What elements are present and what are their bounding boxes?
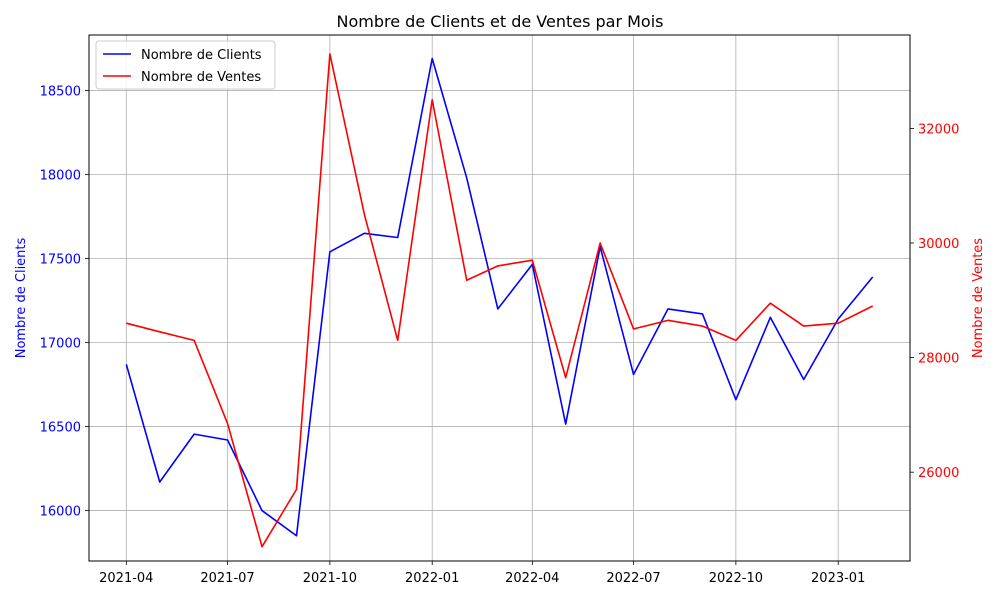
x-tick-label: 2021-07 xyxy=(200,571,254,586)
y-tick-label-left: 17000 xyxy=(40,337,81,352)
y-tick-label-right: 28000 xyxy=(918,352,959,367)
y-tick-label-left: 18000 xyxy=(40,168,81,183)
y-tick-label-left: 16500 xyxy=(40,421,81,436)
x-tick-label: 2023-01 xyxy=(811,571,865,586)
x-tick-label: 2021-10 xyxy=(303,571,357,586)
y-axis-label-right: Nombre de Ventes xyxy=(971,238,986,358)
legend-box xyxy=(95,40,276,90)
plot-frame xyxy=(88,34,911,562)
x-tick-label: 2021-04 xyxy=(99,571,153,586)
legend-label-ventes: Nombre de Ventes xyxy=(141,70,261,85)
series-line-ventes xyxy=(126,53,874,548)
x-tick-label: 2022-01 xyxy=(405,571,459,586)
x-tick-label: 2022-07 xyxy=(606,571,660,586)
grid xyxy=(89,35,910,561)
y-tick-label-left: 16000 xyxy=(40,505,81,520)
y-tick-label-left: 18500 xyxy=(40,84,81,99)
legend: Nombre de Clients Nombre de Ventes xyxy=(95,40,276,90)
x-tick-label: 2022-10 xyxy=(709,571,763,586)
series-lines xyxy=(125,53,874,548)
y-tick-label-left: 17500 xyxy=(40,253,81,268)
y-tick-label-right: 30000 xyxy=(918,237,959,252)
x-tick-label: 2022-04 xyxy=(505,571,559,586)
chart-title: Nombre de Clients et de Ventes par Mois xyxy=(337,12,664,31)
legend-label-clients: Nombre de Clients xyxy=(141,48,262,63)
axis-ticks: 2021-04 2021-07 2021-10 2022-01 2022-04 2022-… xyxy=(40,84,960,586)
y-tick-label-right: 32000 xyxy=(918,122,959,137)
series-line-clients xyxy=(125,57,874,537)
y-tick-label-right: 26000 xyxy=(918,466,959,481)
y-axis-label-left: Nombre de Clients xyxy=(14,237,29,358)
